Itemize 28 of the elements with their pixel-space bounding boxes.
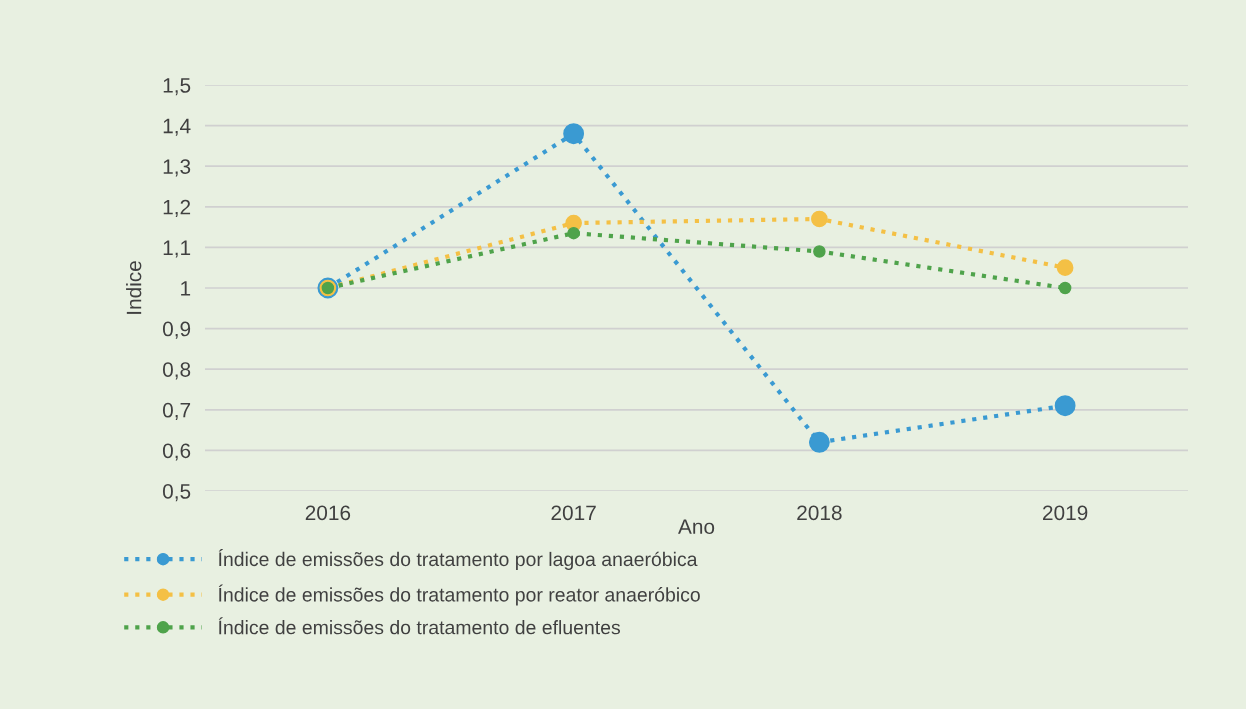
y-tick-label: 0,8 bbox=[162, 362, 191, 380]
legend-label: Índice de emissões do tratamento por lagoa anaeróbica bbox=[218, 549, 698, 570]
y-tick-label: 1 bbox=[181, 281, 191, 296]
y-tick-label: 0,9 bbox=[162, 321, 191, 339]
x-tick-label: 2016 bbox=[305, 505, 351, 521]
x-axis-title: Ano bbox=[678, 519, 715, 535]
y-tick-label: 1,3 bbox=[163, 159, 191, 177]
y-tick-label: 0,7 bbox=[162, 402, 191, 421]
x-tick-label: 2018 bbox=[797, 505, 842, 521]
y-tick-label: 1,2 bbox=[163, 199, 191, 218]
y-tick-label: 0,6 bbox=[162, 443, 191, 461]
legend-label: Índice de emissões do tratamento por reator anaeróbico bbox=[218, 584, 700, 606]
x-tick-label: 2019 bbox=[1043, 505, 1088, 521]
point bbox=[1058, 281, 1072, 295]
y-tick-label: 1,1 bbox=[163, 240, 191, 258]
point bbox=[1054, 395, 1076, 417]
y-tick-label: 1,5 bbox=[163, 78, 191, 96]
legend-label: Índice de emissões do tratamento de efluentes bbox=[218, 617, 621, 635]
point bbox=[1056, 259, 1074, 277]
x-tick-label: 2017 bbox=[551, 505, 596, 521]
y-axis-title: Indice bbox=[126, 261, 142, 314]
y-tick-label: 0,5 bbox=[162, 484, 191, 502]
point bbox=[811, 210, 828, 228]
point bbox=[567, 226, 580, 240]
point bbox=[808, 431, 830, 453]
y-tick-label: 1,4 bbox=[163, 118, 191, 136]
point bbox=[563, 123, 585, 145]
point bbox=[813, 245, 826, 258]
